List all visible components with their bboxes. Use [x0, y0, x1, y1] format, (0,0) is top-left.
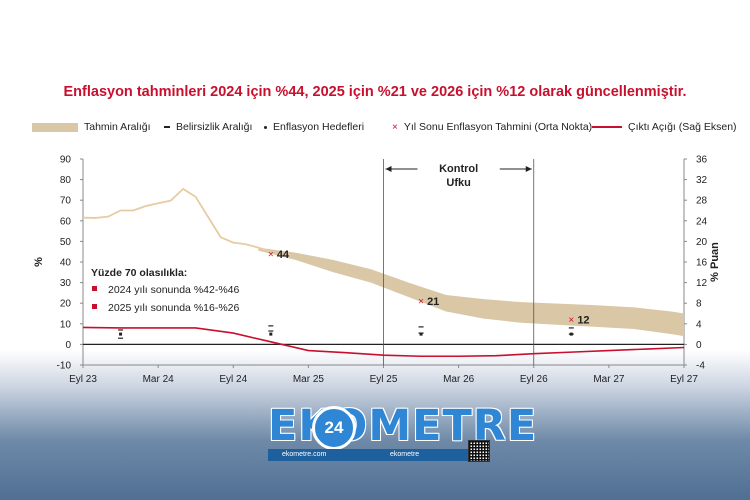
x-tick-label: Eyl 27 — [670, 374, 698, 385]
y2-tick-label: 32 — [696, 175, 708, 186]
dot-swatch — [264, 125, 267, 129]
chart-labels: 44 21 12 — [277, 249, 590, 327]
inflation-target-dot — [569, 332, 573, 336]
annotation-bullet — [92, 286, 97, 291]
arrow-right-icon — [525, 166, 532, 172]
legend-yearend: × Yıl Sonu Enflasyon Tahmini (Orta Nokta… — [388, 121, 592, 133]
band-swatch — [32, 122, 78, 132]
legend-band-label: Tahmin Aralığı — [84, 121, 151, 133]
y-tick-label: 30 — [60, 278, 72, 289]
x-tick-label: Mar 25 — [293, 374, 325, 385]
year-end-marker: × — [418, 297, 424, 308]
y2-tick-label: 16 — [696, 258, 708, 269]
inflation-target-dot — [269, 332, 273, 336]
arrow-left-icon — [385, 166, 392, 172]
forecast-band-area — [258, 247, 684, 337]
page-title: Enflasyon tahminleri 2024 için %44, 2025… — [63, 84, 687, 100]
annotation-heading: Yüzde 70 olasılıkla: — [91, 267, 187, 279]
y2-tick-label: 28 — [696, 196, 708, 207]
x-tick-label: Eyl 26 — [520, 374, 548, 385]
logo-social: ekometre — [390, 451, 420, 458]
legend-output-gap-label: Çıktı Açığı (Sağ Eksen) — [628, 121, 737, 133]
y2-tick-label: 12 — [696, 278, 708, 289]
year-end-marker: × — [568, 315, 574, 326]
annotation-item: 2025 yılı sonunda %16-%26 — [108, 302, 240, 314]
year-end-label: 12 — [577, 315, 589, 327]
probability-annotation: Yüzde 70 olasılıkla: 2024 yılı sonunda %4… — [91, 267, 240, 314]
logo-badge: 24 — [312, 406, 356, 450]
y2-tick-label: -4 — [696, 361, 705, 372]
legend-uncertainty: Belirsizlik Aralığı — [160, 121, 252, 133]
chart-markers: × × × — [118, 249, 574, 339]
inflation-target-dot — [119, 332, 123, 336]
line-swatch — [592, 126, 622, 128]
y-tick-label: 50 — [60, 237, 72, 248]
legend-uncertainty-label: Belirsizlik Aralığı — [176, 121, 253, 133]
y2-tick-label: 20 — [696, 237, 708, 248]
y-tick-label: 90 — [60, 155, 72, 166]
year-end-label: 44 — [277, 249, 290, 261]
x-marker-icon: × — [392, 121, 398, 133]
logo-strip: ekometre.com ekometre — [268, 449, 468, 461]
control-horizon-label-1: Kontrol — [439, 163, 478, 175]
x-tick-label: Eyl 25 — [370, 374, 398, 385]
y2-tick-label: 4 — [696, 319, 702, 330]
dash-swatch — [164, 126, 170, 128]
control-horizon-label-2: Ufku — [446, 177, 470, 189]
y2-tick-label: 8 — [696, 299, 702, 310]
inflation-target-dot — [419, 332, 423, 336]
output-gap-series — [82, 326, 685, 358]
history-line-path — [82, 187, 272, 253]
ekometre-logo: EKOMETRE 24 ekometre.com ekometre — [268, 402, 536, 462]
output-gap-line — [82, 326, 685, 358]
y2-tick-label: 0 — [696, 340, 702, 351]
qr-code-icon — [468, 440, 490, 462]
y2-axis-label: % Puan — [709, 242, 721, 282]
y-tick-label: 0 — [65, 340, 71, 351]
legend-band: Tahmin Aralığı — [32, 121, 151, 133]
legend-targets-label: Enflasyon Hedefleri — [273, 121, 365, 133]
annotation-bullet — [92, 304, 97, 309]
y-tick-label: -10 — [57, 361, 72, 372]
y-axis-label: % — [33, 257, 45, 267]
control-horizon: Kontrol Ufku — [383, 159, 535, 365]
chart-legend: Tahmin Aralığı Belirsizlik Aralığı Enfla… — [20, 121, 740, 137]
annotation-item: 2024 yılı sonunda %42-%46 — [108, 284, 240, 296]
x-tick-label: Mar 24 — [143, 374, 175, 385]
year-end-marker: × — [268, 249, 274, 260]
y-tick-label: 80 — [60, 175, 72, 186]
forecast-band — [258, 247, 684, 337]
legend-output-gap: Çıktı Açığı (Sağ Eksen) — [592, 121, 737, 133]
legend-yearend-label: Yıl Sonu Enflasyon Tahmini (Orta Nokta) — [403, 121, 593, 133]
x-tick-label: Mar 27 — [593, 374, 625, 385]
year-end-label: 21 — [427, 296, 439, 308]
y2-tick-label: 24 — [696, 216, 708, 227]
x-tick-label: Eyl 24 — [219, 374, 247, 385]
y-tick-label: 40 — [60, 258, 72, 269]
legend-targets: Enflasyon Hedefleri — [260, 121, 364, 133]
logo-url: ekometre.com — [282, 451, 327, 458]
y-tick-label: 60 — [60, 216, 72, 227]
history-line — [82, 187, 272, 253]
logo-wordmark: EKOMETRE — [268, 401, 538, 451]
x-tick-label: Eyl 23 — [69, 374, 97, 385]
y2-tick-label: 36 — [696, 155, 708, 166]
y-tick-label: 70 — [60, 196, 72, 207]
y-tick-label: 20 — [60, 299, 72, 310]
y-tick-label: 10 — [60, 319, 72, 330]
x-tick-label: Mar 26 — [443, 374, 475, 385]
